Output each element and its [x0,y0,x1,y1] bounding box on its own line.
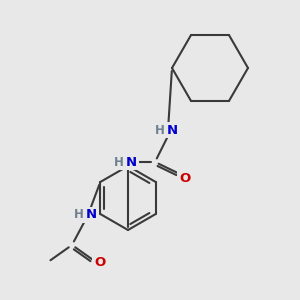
Text: O: O [94,256,106,269]
Text: O: O [179,172,191,184]
Text: N: N [125,155,136,169]
Text: H: H [74,208,84,221]
Text: H: H [114,155,124,169]
Text: N: N [85,208,97,221]
Text: H: H [155,124,165,136]
Text: N: N [167,124,178,136]
